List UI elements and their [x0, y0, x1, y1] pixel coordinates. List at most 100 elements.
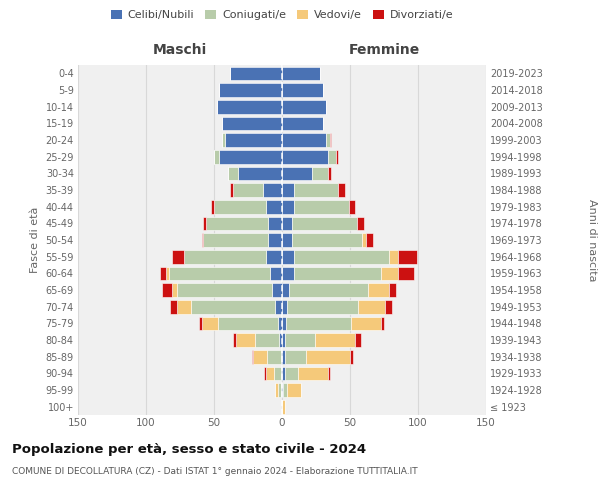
Bar: [287, 300, 358, 314]
Bar: [282, 333, 285, 347]
Bar: [292, 233, 362, 247]
Bar: [298, 366, 328, 380]
Bar: [307, 350, 350, 364]
Bar: [294, 250, 389, 264]
Bar: [282, 350, 285, 364]
Bar: [338, 183, 344, 197]
Bar: [255, 333, 279, 347]
Bar: [357, 216, 364, 230]
Bar: [177, 300, 191, 314]
Bar: [184, 250, 266, 264]
Bar: [191, 300, 275, 314]
Bar: [282, 66, 320, 80]
Bar: [282, 183, 294, 197]
Bar: [199, 316, 202, 330]
Bar: [282, 300, 287, 314]
Bar: [166, 266, 169, 280]
Bar: [281, 350, 282, 364]
Bar: [292, 216, 357, 230]
Bar: [268, 216, 282, 230]
Bar: [236, 333, 255, 347]
Bar: [274, 366, 281, 380]
Bar: [337, 150, 338, 164]
Bar: [266, 200, 282, 213]
Bar: [222, 133, 225, 147]
Bar: [282, 283, 289, 297]
Bar: [252, 350, 253, 364]
Bar: [329, 133, 331, 147]
Bar: [381, 266, 398, 280]
Bar: [350, 350, 353, 364]
Bar: [282, 133, 326, 147]
Bar: [265, 366, 266, 380]
Bar: [328, 366, 329, 380]
Bar: [314, 333, 355, 347]
Bar: [267, 350, 281, 364]
Bar: [227, 166, 238, 180]
Bar: [398, 250, 416, 264]
Bar: [328, 150, 337, 164]
Bar: [368, 283, 389, 297]
Bar: [282, 233, 292, 247]
Bar: [352, 316, 381, 330]
Bar: [381, 316, 384, 330]
Bar: [294, 266, 381, 280]
Bar: [268, 233, 282, 247]
Bar: [328, 166, 331, 180]
Bar: [217, 100, 282, 114]
Bar: [238, 166, 282, 180]
Bar: [282, 150, 328, 164]
Bar: [270, 266, 282, 280]
Bar: [160, 266, 166, 280]
Bar: [282, 200, 294, 213]
Legend: Celibi/Nubili, Coniugati/e, Vedovi/e, Divorziati/e: Celibi/Nubili, Coniugati/e, Vedovi/e, Di…: [106, 6, 458, 25]
Bar: [286, 316, 352, 330]
Bar: [282, 100, 326, 114]
Bar: [253, 350, 267, 364]
Bar: [203, 233, 268, 247]
Bar: [220, 150, 282, 164]
Bar: [283, 383, 287, 397]
Bar: [282, 250, 294, 264]
Bar: [398, 266, 414, 280]
Bar: [282, 83, 323, 97]
Bar: [287, 383, 301, 397]
Bar: [285, 333, 314, 347]
Bar: [282, 400, 285, 413]
Text: COMUNE DI DECOLLATURA (CZ) - Dati ISTAT 1° gennaio 2024 - Elaborazione TUTTITALI: COMUNE DI DECOLLATURA (CZ) - Dati ISTAT …: [12, 468, 418, 476]
Bar: [282, 266, 294, 280]
Bar: [355, 333, 361, 347]
Bar: [230, 183, 233, 197]
Bar: [169, 266, 270, 280]
Bar: [263, 183, 282, 197]
Bar: [163, 283, 172, 297]
Bar: [206, 216, 268, 230]
Bar: [389, 250, 398, 264]
Bar: [202, 233, 203, 247]
Bar: [172, 283, 177, 297]
Bar: [170, 300, 177, 314]
Bar: [289, 283, 368, 297]
Bar: [220, 83, 282, 97]
Bar: [285, 366, 298, 380]
Bar: [214, 200, 266, 213]
Y-axis label: Fasce di età: Fasce di età: [30, 207, 40, 273]
Bar: [282, 316, 286, 330]
Bar: [222, 116, 282, 130]
Bar: [275, 383, 278, 397]
Bar: [282, 116, 323, 130]
Bar: [385, 300, 392, 314]
Bar: [285, 350, 307, 364]
Text: Anni di nascita: Anni di nascita: [587, 198, 597, 281]
Text: Maschi: Maschi: [153, 44, 207, 58]
Bar: [281, 366, 282, 380]
Bar: [278, 316, 282, 330]
Bar: [225, 133, 282, 147]
Bar: [218, 316, 278, 330]
Bar: [203, 216, 206, 230]
Bar: [177, 283, 272, 297]
Bar: [233, 333, 236, 347]
Bar: [282, 383, 283, 397]
Bar: [172, 250, 184, 264]
Bar: [266, 250, 282, 264]
